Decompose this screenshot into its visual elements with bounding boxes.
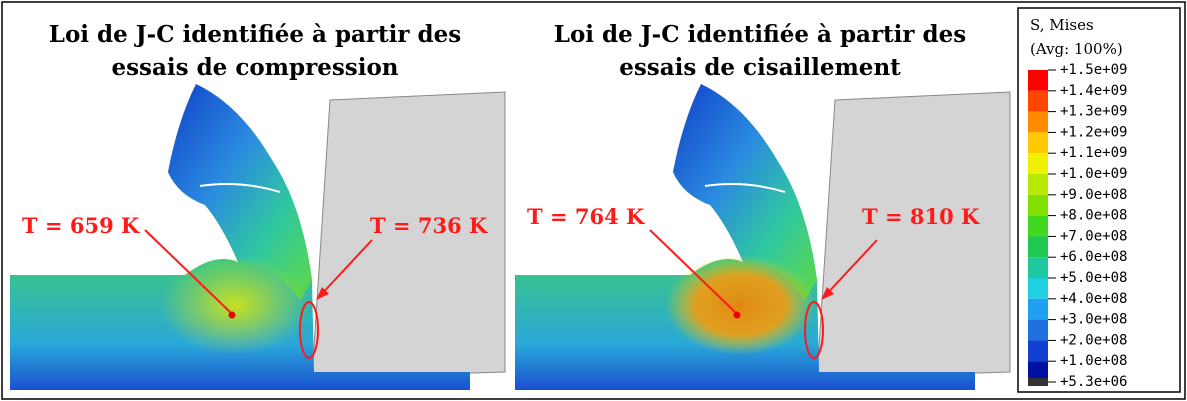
- legend-title: (Avg: 100%): [1030, 40, 1123, 58]
- legend-label: +6.0e+08: [1060, 249, 1127, 265]
- legend-label: +8.0e+08: [1060, 208, 1127, 224]
- panel: Loi de J-C identifiée à partir des essais…: [10, 21, 506, 390]
- legend-swatch: [1028, 194, 1048, 216]
- temperature-label: T = 659 K: [22, 213, 140, 238]
- legend-swatch: [1028, 132, 1048, 154]
- hot-zone: [160, 255, 310, 355]
- legend-swatch: [1028, 236, 1048, 258]
- temperature-label: T = 736 K: [370, 213, 488, 238]
- point-marker: [228, 311, 236, 319]
- highlight-ellipse: [299, 301, 319, 359]
- legend-swatch: [1028, 278, 1048, 299]
- legend-swatch: [1028, 378, 1048, 386]
- legend-swatch: [1028, 90, 1048, 112]
- crack: [704, 183, 786, 193]
- point-marker: [733, 311, 741, 319]
- hot-zone: [665, 255, 815, 355]
- legend-label: +3.0e+08: [1060, 312, 1127, 328]
- legend-label: +4.0e+08: [1060, 291, 1127, 307]
- arrow: [144, 229, 231, 313]
- legend-label: +5.0e+08: [1060, 270, 1127, 286]
- legend-label: +5.3e+06: [1060, 374, 1127, 390]
- legend-label: +1.1e+09: [1060, 145, 1127, 161]
- legend-swatch: [1028, 153, 1048, 174]
- legend-label: +7.0e+08: [1060, 228, 1127, 244]
- legend: S, Mises (Avg: 100%) +1.5e+09 +1.4e+09 +1.3e…: [1028, 16, 1127, 390]
- legend-swatch: [1028, 257, 1048, 278]
- legend-swatch: [1028, 340, 1048, 362]
- panel-title: essais de cisaillement: [619, 54, 901, 81]
- legend-label: +1.0e+09: [1060, 166, 1127, 182]
- tool: [311, 91, 506, 379]
- arrow-head: [316, 287, 329, 300]
- arrow: [317, 239, 373, 299]
- arrow: [649, 229, 736, 313]
- legend-swatch: [1028, 298, 1048, 320]
- legend-swatch: [1028, 319, 1048, 341]
- panels: Loi de J-C identifiée à partir des essais…: [10, 21, 1011, 390]
- highlight-ellipse: [804, 301, 824, 359]
- legend-title: S, Mises: [1030, 16, 1094, 34]
- legend-label: +9.0e+08: [1060, 187, 1127, 203]
- legend-label: +1.2e+09: [1060, 124, 1127, 140]
- panel-title: Loi de J-C identifiée à partir des: [49, 21, 461, 48]
- panel-title: Loi de J-C identifiée à partir des: [554, 21, 966, 48]
- legend-swatch: [1028, 111, 1048, 133]
- temperature-label: T = 764 K: [527, 204, 645, 229]
- legend-swatch: [1028, 174, 1048, 195]
- legend-label: +1.4e+09: [1060, 83, 1127, 99]
- legend-swatch: [1028, 361, 1048, 382]
- legend-swatch: [1028, 70, 1048, 91]
- crack: [199, 183, 281, 193]
- arrow-head: [821, 287, 834, 300]
- panel: Loi de J-C identifiée à partir des essais…: [515, 21, 1011, 390]
- chip: [168, 84, 312, 300]
- temperature-label: T = 810 K: [862, 204, 980, 229]
- legend-label: +1.0e+08: [1060, 353, 1127, 369]
- legend-label: +2.0e+08: [1060, 332, 1127, 348]
- legend-label: +1.5e+09: [1060, 62, 1127, 78]
- panel-title: essais de compression: [111, 54, 398, 81]
- arrow: [822, 239, 878, 299]
- chip: [673, 84, 817, 300]
- legend-swatch: [1028, 215, 1048, 237]
- legend-label: +1.3e+09: [1060, 104, 1127, 120]
- tool: [816, 91, 1011, 379]
